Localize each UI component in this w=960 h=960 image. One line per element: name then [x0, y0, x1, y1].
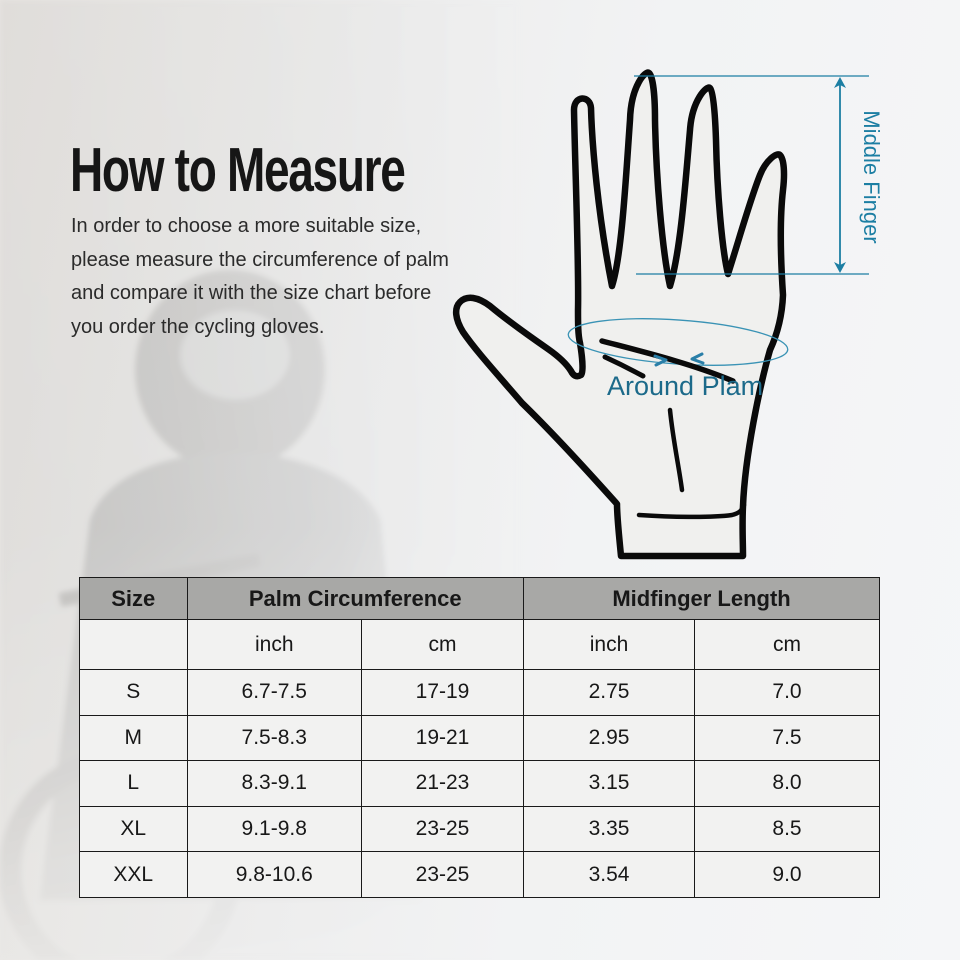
svg-text:Around Plam: Around Plam	[607, 371, 763, 401]
svg-text:Middle Finger: Middle Finger	[859, 110, 884, 243]
